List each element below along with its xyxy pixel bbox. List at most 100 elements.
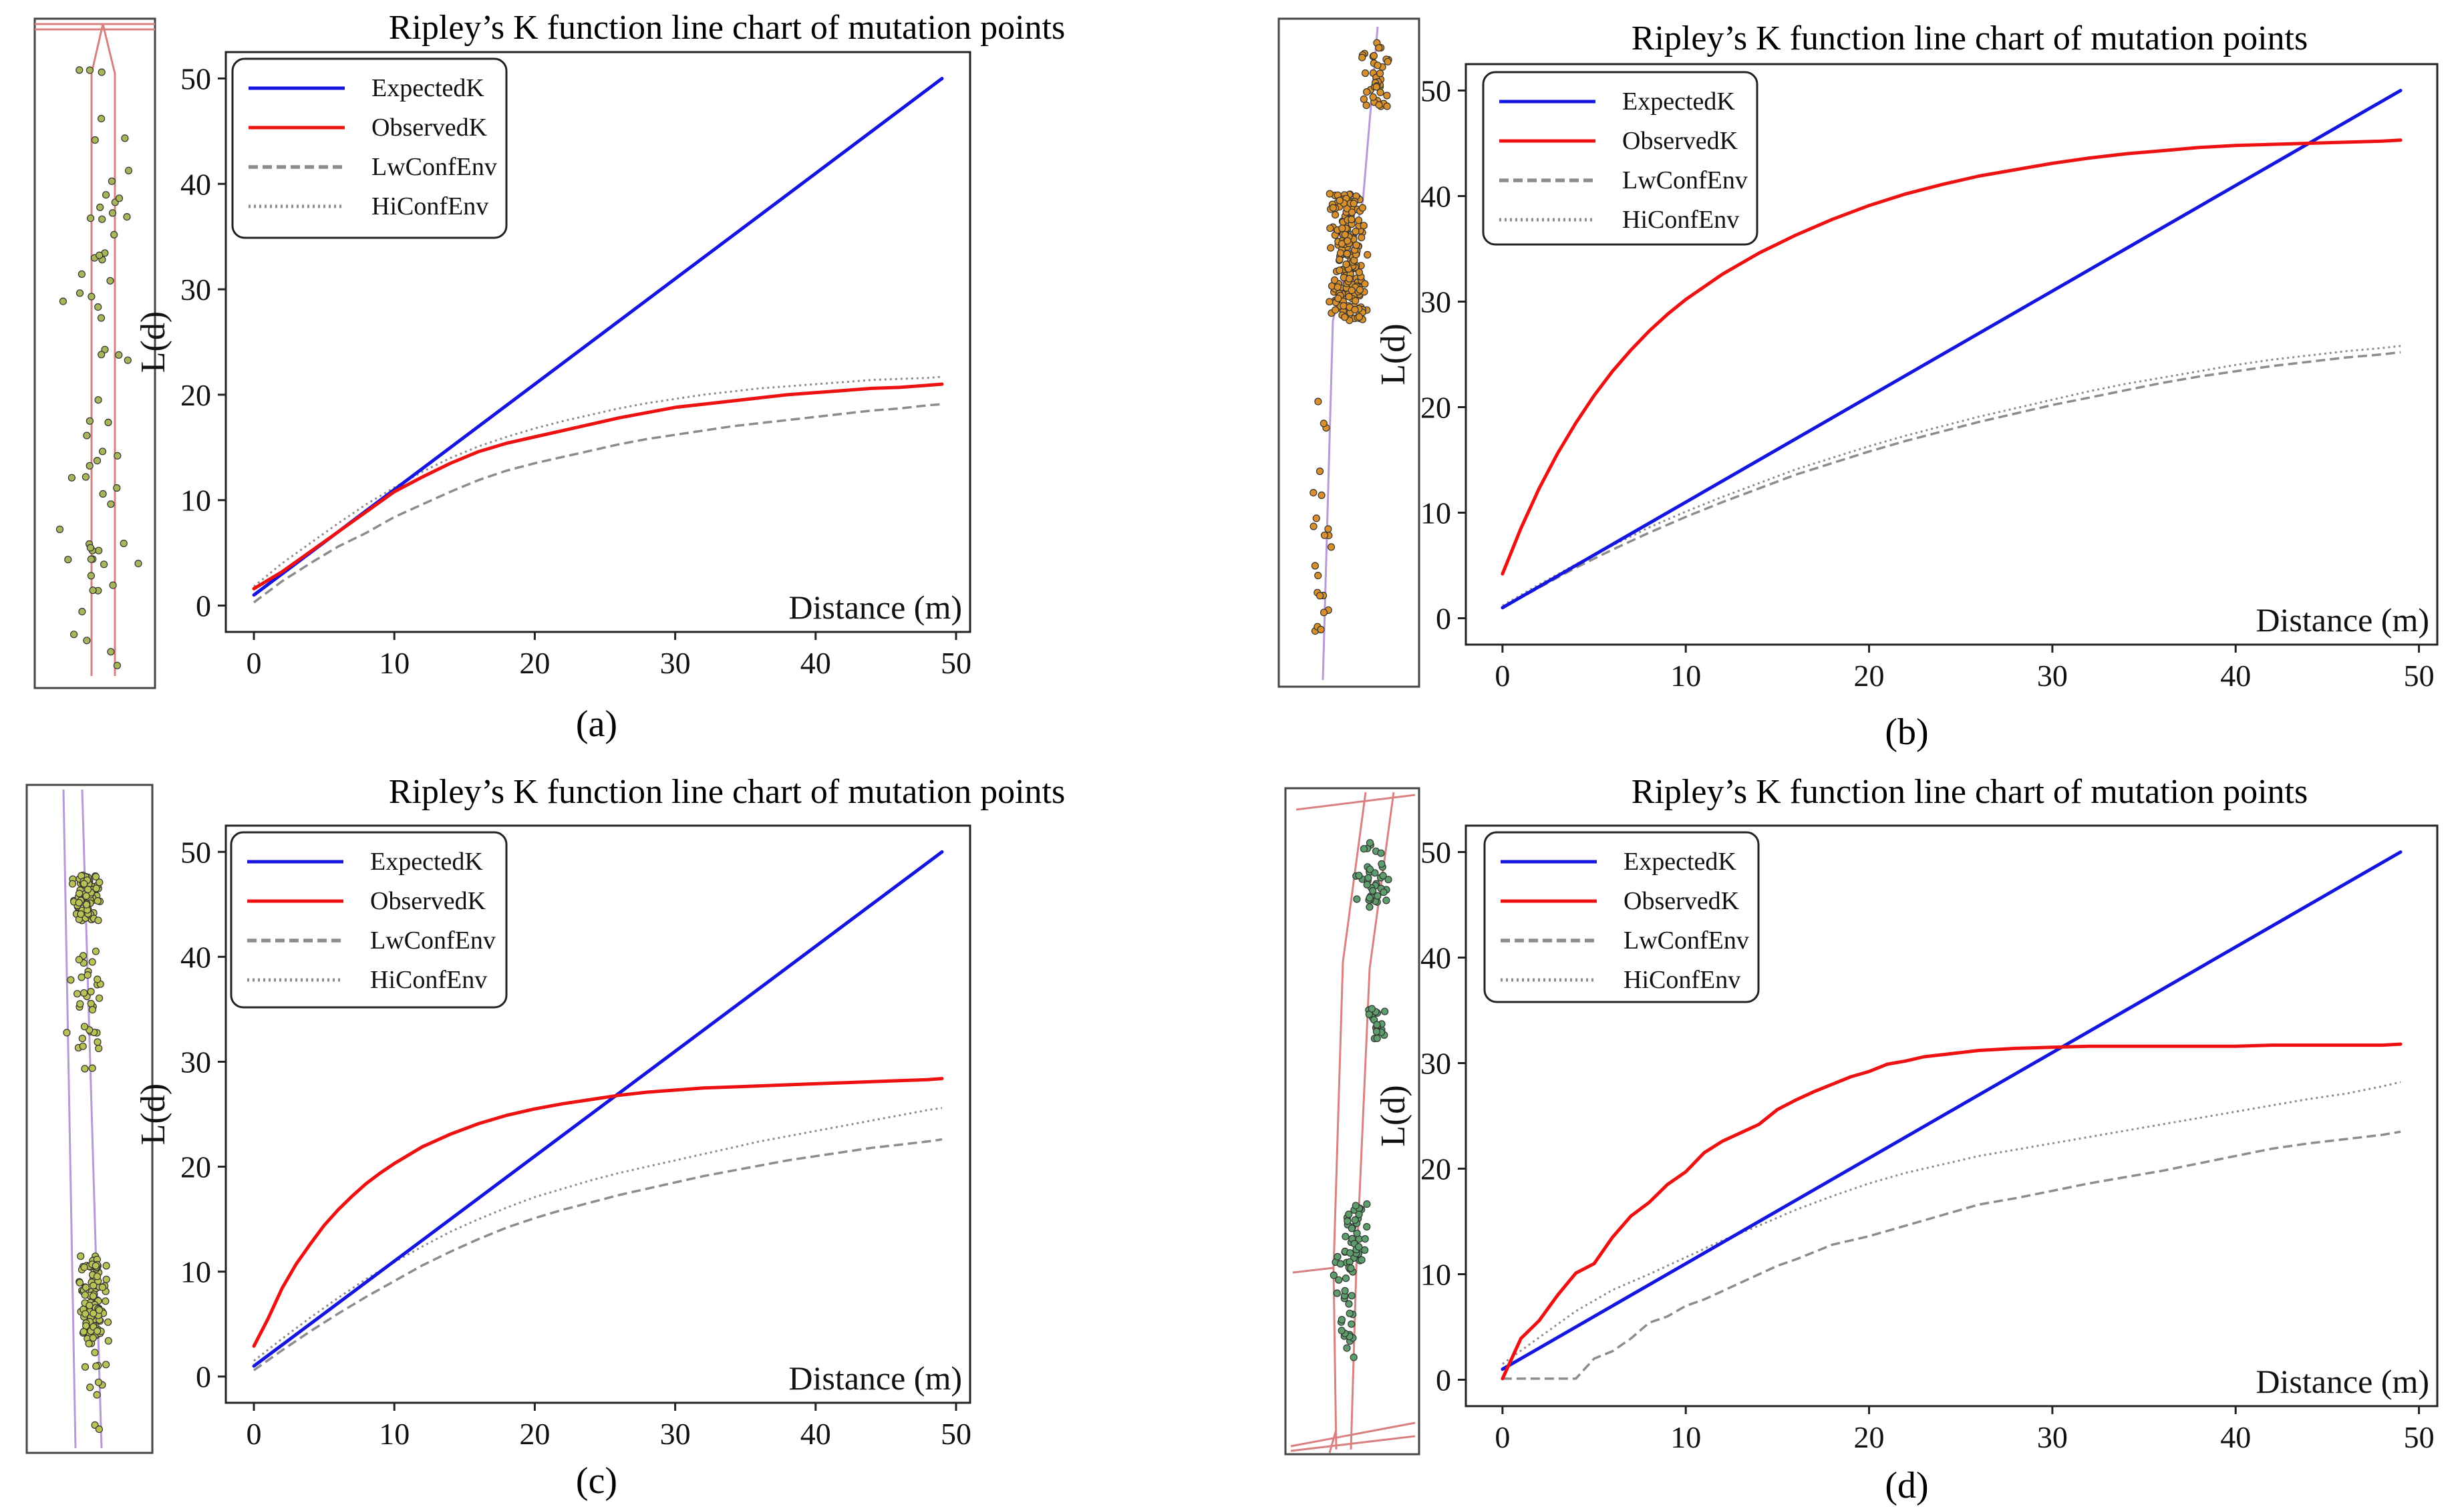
mutation-point xyxy=(83,432,91,440)
mutation-point xyxy=(1340,302,1348,310)
mutation-point xyxy=(113,484,121,492)
mutation-point-cluster xyxy=(1330,1252,1358,1361)
plot-frame xyxy=(224,51,971,633)
panel-label: (b) xyxy=(1885,711,1928,753)
mutation-point xyxy=(1310,522,1318,530)
chart-plot-area: 0 10 20 30 40 50 0 10 20 30 40 50 L(d) Distance (m) Ex… xyxy=(134,51,971,680)
mutation-point xyxy=(1348,1224,1356,1232)
mutation-point xyxy=(96,251,104,259)
inset-road-line xyxy=(1328,1429,1338,1454)
mutation-point xyxy=(108,209,117,217)
mutation-point xyxy=(1370,51,1378,60)
mutation-point xyxy=(1346,1309,1354,1317)
lw-conf-env-line xyxy=(253,1138,943,1371)
mutation-point xyxy=(1382,896,1390,904)
mutation-point xyxy=(1356,286,1364,294)
mutation-point xyxy=(83,637,91,645)
mutation-point xyxy=(1360,222,1368,230)
inset-road-line xyxy=(102,23,116,676)
mutation-point xyxy=(96,994,104,1002)
x-tick-label: 40 xyxy=(2220,659,2251,693)
y-axis-label: L(d) xyxy=(1374,1085,1412,1146)
y-tick-label: 40 xyxy=(180,167,211,201)
mutation-point xyxy=(115,194,124,202)
mutation-point xyxy=(1366,894,1374,902)
x-tick-label: 20 xyxy=(519,646,550,680)
mutation-point xyxy=(102,1262,110,1270)
mutation-point xyxy=(82,1283,90,1291)
mutation-point xyxy=(1363,1222,1371,1231)
expected-k-line xyxy=(1501,89,2403,610)
y-tick-label: 30 xyxy=(1420,1047,1451,1081)
legend: ExpectedK ObservedK LwConfEnv HiConfEnv xyxy=(1483,831,1760,1003)
mutation-point xyxy=(75,66,84,74)
mutation-point xyxy=(1345,293,1353,301)
mutation-point xyxy=(86,462,94,470)
mutation-point xyxy=(1371,869,1379,877)
mutation-point xyxy=(67,474,76,482)
observed-k-line xyxy=(1501,1042,2403,1381)
mutation-point xyxy=(69,631,78,639)
mutation-point xyxy=(92,884,100,892)
mutation-point xyxy=(1335,1276,1343,1284)
mutation-point xyxy=(75,1279,84,1287)
mutation-point xyxy=(75,898,83,907)
mutation-point xyxy=(1362,88,1371,96)
y-tick-label: 10 xyxy=(1420,496,1451,530)
y-tick-label: 30 xyxy=(1420,285,1451,319)
mutation-point xyxy=(1326,224,1334,232)
mutation-point xyxy=(1358,204,1367,212)
mutation-point xyxy=(1351,1216,1359,1224)
mutation-point xyxy=(1376,69,1384,77)
y-tick-label: 10 xyxy=(1420,1258,1451,1292)
mutation-point xyxy=(1361,1246,1369,1254)
mutation-point xyxy=(78,1034,86,1043)
mutation-point xyxy=(1331,306,1340,314)
y-tick-label: 10 xyxy=(180,1255,211,1289)
mutation-point xyxy=(88,1064,96,1072)
mutation-point xyxy=(80,1023,89,1031)
y-axis-label: L(d) xyxy=(1374,323,1412,385)
mutation-point xyxy=(104,1337,112,1345)
mutation-point xyxy=(94,1327,102,1335)
mutation-point xyxy=(95,1425,103,1434)
lw-conf-env-line xyxy=(253,403,943,604)
legend-label: LwConfEnv xyxy=(1622,166,1748,194)
expected-k-line xyxy=(252,850,944,1368)
inset-road-line xyxy=(62,789,77,1449)
mutation-point xyxy=(1380,888,1388,896)
mutation-point xyxy=(1368,1005,1376,1013)
mutation-point xyxy=(90,1281,98,1290)
mutation-point xyxy=(1362,102,1370,110)
y-tick-label: 0 xyxy=(1436,1363,1451,1397)
mutation-point xyxy=(98,215,106,223)
x-tick-label: 10 xyxy=(1670,659,1701,693)
mutation-point xyxy=(87,572,95,580)
x-tick-label: 10 xyxy=(379,646,410,680)
mutation-point xyxy=(79,1042,87,1050)
legend-box xyxy=(1482,71,1758,246)
mutation-point-cluster xyxy=(1365,1005,1389,1043)
mutation-point xyxy=(1355,269,1364,277)
mutation-point xyxy=(94,916,102,925)
x-tick-label: 40 xyxy=(2220,1420,2251,1454)
mutation-point xyxy=(1361,280,1369,288)
mutation-point xyxy=(93,1391,101,1399)
mutation-point xyxy=(1316,467,1324,476)
mutation-point xyxy=(55,525,64,534)
mutation-point xyxy=(124,356,132,364)
x-tick-label: 50 xyxy=(941,646,971,680)
mutation-point xyxy=(1330,1271,1338,1279)
mutation-point xyxy=(1333,1289,1341,1297)
mutation-point xyxy=(110,230,118,238)
mutation-point xyxy=(1353,895,1361,903)
legend-label: LwConfEnv xyxy=(370,927,496,955)
mutation-point xyxy=(1341,230,1349,238)
y-tick-label: 50 xyxy=(180,61,211,96)
mutation-point xyxy=(87,999,95,1008)
mutation-point xyxy=(1366,839,1374,847)
mutation-point xyxy=(94,975,102,983)
mutation-point xyxy=(85,1339,93,1348)
inset-map-d xyxy=(1284,787,1420,1456)
y-tick-label: 40 xyxy=(1420,941,1451,975)
